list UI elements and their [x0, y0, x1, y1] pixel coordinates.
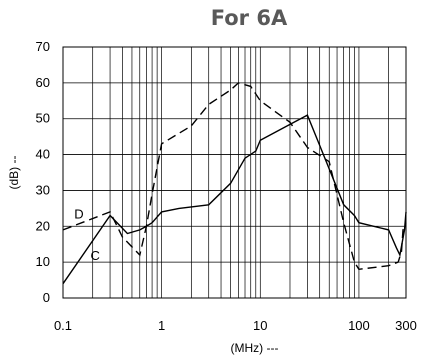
chart-title: For 6A [210, 6, 288, 30]
series-labels: DC [74, 206, 100, 263]
x-tick-label: 0.1 [54, 318, 72, 333]
y-tick-label: 40 [36, 147, 50, 162]
plot-frame [62, 46, 407, 299]
x-tick-label: 1 [158, 318, 165, 333]
y-tick-label: 20 [36, 218, 50, 233]
y-tick-label: 0 [43, 290, 50, 305]
series-group [62, 82, 407, 285]
grid-lines [63, 46, 406, 299]
series-label-d: D [74, 206, 83, 221]
y-tick-label: 50 [36, 111, 50, 126]
y-axis: 0 10 20 30 40 50 60 70 [36, 39, 50, 305]
series-line-d [62, 82, 407, 271]
series-label-c: C [90, 248, 99, 263]
series-line-c [62, 114, 407, 285]
x-tick-label: 100 [348, 318, 370, 333]
y-tick-label: 30 [36, 182, 50, 197]
y-tick-label: 10 [36, 254, 50, 269]
y-tick-label: 70 [36, 39, 50, 54]
x-tick-label: 10 [253, 318, 267, 333]
x-axis-label: (MHz) --- [231, 341, 279, 355]
x-axis: 0.1 1 10 100 300 [54, 318, 417, 333]
y-tick-label: 60 [36, 75, 50, 90]
y-axis-label: (dB) -- [7, 156, 21, 190]
x-tick-label: 300 [395, 318, 417, 333]
